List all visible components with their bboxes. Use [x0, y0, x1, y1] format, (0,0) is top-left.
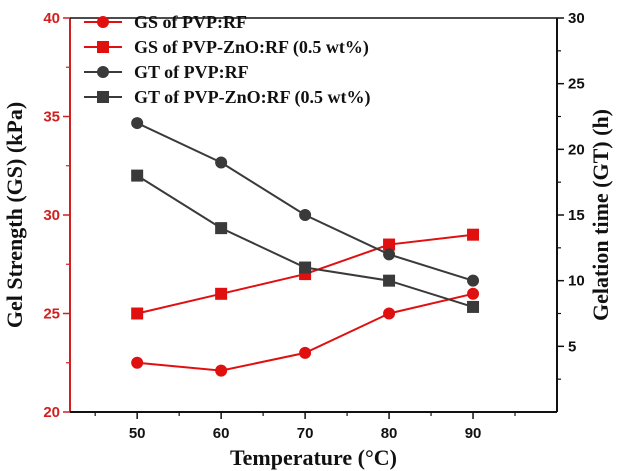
data-point [131, 356, 144, 369]
legend: GS of PVP:RF GS of PVP-ZnO:RF (0.5 wt%) GT… [84, 12, 370, 108]
x-tick-label: 70 [297, 425, 314, 442]
y-left-tick-label: 40 [43, 10, 60, 27]
legend-marker [97, 66, 109, 78]
legend-label: GT of PVP:RF [134, 62, 249, 82]
y-axis-left-title: Gel Strength (GS) (kPa) [2, 102, 27, 328]
y-left-tick-label: 20 [43, 404, 60, 421]
legend-item-1: GS of PVP:RF [84, 12, 247, 32]
series-4 [131, 169, 480, 313]
series-1 [131, 287, 480, 377]
legend-item-4: GT of PVP-ZnO:RF (0.5 wt%) [84, 87, 370, 108]
data-point [383, 248, 396, 261]
x-tick-label: 90 [465, 425, 482, 442]
series-layer [131, 117, 480, 377]
data-point [383, 238, 396, 251]
y-right-tick-label: 25 [568, 76, 585, 93]
data-point [467, 274, 480, 287]
legend-item-2: GS of PVP-ZnO:RF (0.5 wt%) [84, 37, 369, 58]
data-point [131, 169, 144, 182]
y-left-tick-label: 25 [43, 306, 60, 323]
series-2 [131, 228, 480, 320]
y-right-tick-label: 30 [568, 10, 585, 27]
y-left-tick-label: 30 [43, 207, 60, 224]
y-right-tick-label: 20 [568, 141, 585, 158]
y-left-tick-label: 35 [43, 109, 60, 126]
x-tick-label: 60 [213, 425, 230, 442]
data-point [299, 209, 312, 221]
data-point [383, 274, 396, 287]
legend-label: GS of PVP:RF [134, 12, 247, 32]
series-line [137, 292, 474, 372]
data-point [467, 228, 480, 241]
y-axis-right-title: Gelation time (GT) (h) [588, 109, 613, 321]
legend-marker [97, 16, 109, 28]
ticks: 50 60 70 80 90 20 25 30 35 40 5 10 15 20 25 30 [43, 10, 584, 442]
data-point [299, 261, 312, 274]
data-point [467, 287, 480, 300]
x-axis-title: Temperature (°C) [230, 445, 397, 470]
y-right-tick-label: 15 [568, 207, 585, 224]
data-point [215, 287, 228, 300]
data-point [215, 222, 228, 235]
y-right-tick-label: 10 [568, 273, 585, 290]
data-point [383, 307, 396, 320]
legend-item-3: GT of PVP:RF [84, 62, 249, 82]
x-tick-label: 80 [381, 425, 398, 442]
series-line [136, 122, 474, 282]
y-right-tick-label: 5 [568, 338, 576, 355]
data-point [131, 117, 144, 130]
x-tick-label: 50 [129, 425, 146, 442]
data-point [299, 346, 312, 359]
legend-marker [97, 41, 109, 53]
data-point [215, 156, 228, 169]
legend-label: GS of PVP-ZnO:RF (0.5 wt%) [134, 37, 369, 58]
data-point [215, 364, 228, 377]
legend-marker [97, 91, 109, 103]
data-point [467, 300, 480, 313]
legend-label: GT of PVP-ZnO:RF (0.5 wt%) [134, 87, 370, 108]
series-3 [131, 117, 480, 287]
data-point [131, 307, 144, 320]
